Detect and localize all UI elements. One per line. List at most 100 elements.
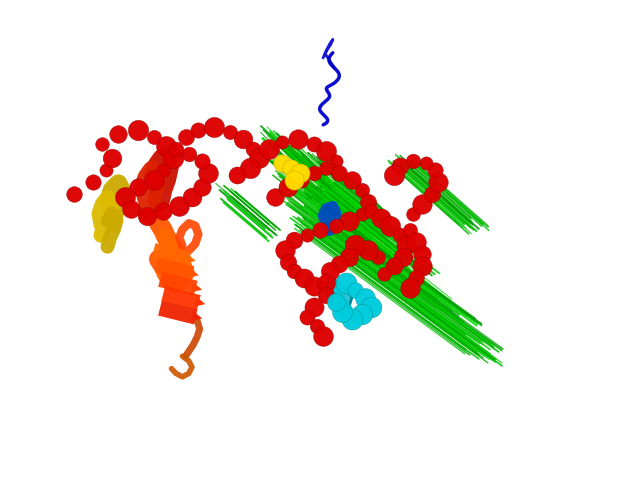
Point <box>107 155 117 162</box>
Point <box>347 176 357 184</box>
Point <box>337 308 348 316</box>
Point <box>344 217 354 225</box>
Point <box>299 275 309 282</box>
Point <box>161 143 172 150</box>
Point <box>340 279 351 287</box>
Point <box>100 167 111 174</box>
Point <box>289 176 300 184</box>
Point <box>193 126 204 133</box>
Point <box>401 241 412 249</box>
Point <box>344 253 354 261</box>
Point <box>395 231 405 239</box>
Point <box>270 193 280 201</box>
Point <box>379 270 389 277</box>
Point <box>417 263 428 270</box>
Point <box>417 200 428 208</box>
Point <box>363 246 373 253</box>
Point <box>280 246 290 253</box>
Point <box>126 205 136 213</box>
Point <box>158 167 168 174</box>
Point <box>196 183 207 191</box>
Point <box>360 294 370 301</box>
Point <box>408 157 418 165</box>
Point <box>294 169 305 177</box>
Point <box>184 150 194 157</box>
Point <box>276 138 287 145</box>
Point <box>398 253 408 261</box>
Point <box>209 123 220 131</box>
Point <box>168 155 178 162</box>
Polygon shape <box>326 274 355 321</box>
Point <box>254 155 264 162</box>
Point <box>334 169 344 177</box>
Point <box>411 239 421 246</box>
Point <box>395 162 405 169</box>
Point <box>302 231 312 239</box>
Point <box>276 159 287 167</box>
Point <box>289 267 300 275</box>
Point <box>238 135 248 143</box>
Point <box>158 207 168 215</box>
Point <box>321 147 332 155</box>
Point <box>334 260 344 268</box>
Point <box>148 133 159 141</box>
Point <box>120 193 130 201</box>
Point <box>433 179 444 186</box>
Point <box>321 291 332 299</box>
Point <box>318 332 328 340</box>
Point <box>411 275 421 282</box>
Point <box>296 176 306 184</box>
Point <box>315 227 325 234</box>
Point <box>232 171 242 179</box>
Point <box>142 212 152 220</box>
Point <box>292 135 303 143</box>
Point <box>174 203 184 210</box>
Point <box>404 227 415 234</box>
Point <box>308 140 319 148</box>
Point <box>372 253 383 261</box>
Point <box>321 279 332 287</box>
Point <box>427 191 437 198</box>
Point <box>388 263 399 270</box>
Point <box>283 183 293 191</box>
Point <box>286 164 296 172</box>
Point <box>283 258 293 265</box>
Point <box>97 140 108 148</box>
Point <box>302 313 312 321</box>
Point <box>408 210 418 217</box>
Point <box>331 222 341 229</box>
Point <box>331 299 341 306</box>
Point <box>187 193 197 201</box>
Point <box>356 311 367 318</box>
Point <box>347 315 357 323</box>
Point <box>132 126 143 133</box>
Point <box>366 207 376 215</box>
Point <box>356 186 367 193</box>
Point <box>363 198 373 205</box>
Point <box>148 176 159 184</box>
Point <box>430 167 440 174</box>
Point <box>350 241 360 249</box>
Point <box>321 164 332 172</box>
Point <box>113 131 124 138</box>
Point <box>132 183 143 191</box>
Point <box>366 303 376 311</box>
Point <box>388 171 399 179</box>
Point <box>376 215 386 222</box>
Point <box>417 251 428 258</box>
Polygon shape <box>326 274 352 310</box>
Point <box>350 287 360 294</box>
Point <box>308 169 319 177</box>
Point <box>68 191 79 198</box>
Point <box>331 157 341 165</box>
Point <box>88 179 98 186</box>
Point <box>308 282 319 289</box>
Point <box>312 323 322 330</box>
Point <box>308 303 319 311</box>
Point <box>324 267 335 275</box>
Point <box>264 145 274 153</box>
Point <box>385 222 396 229</box>
Point <box>196 157 207 165</box>
Point <box>289 236 300 244</box>
Point <box>171 145 181 153</box>
